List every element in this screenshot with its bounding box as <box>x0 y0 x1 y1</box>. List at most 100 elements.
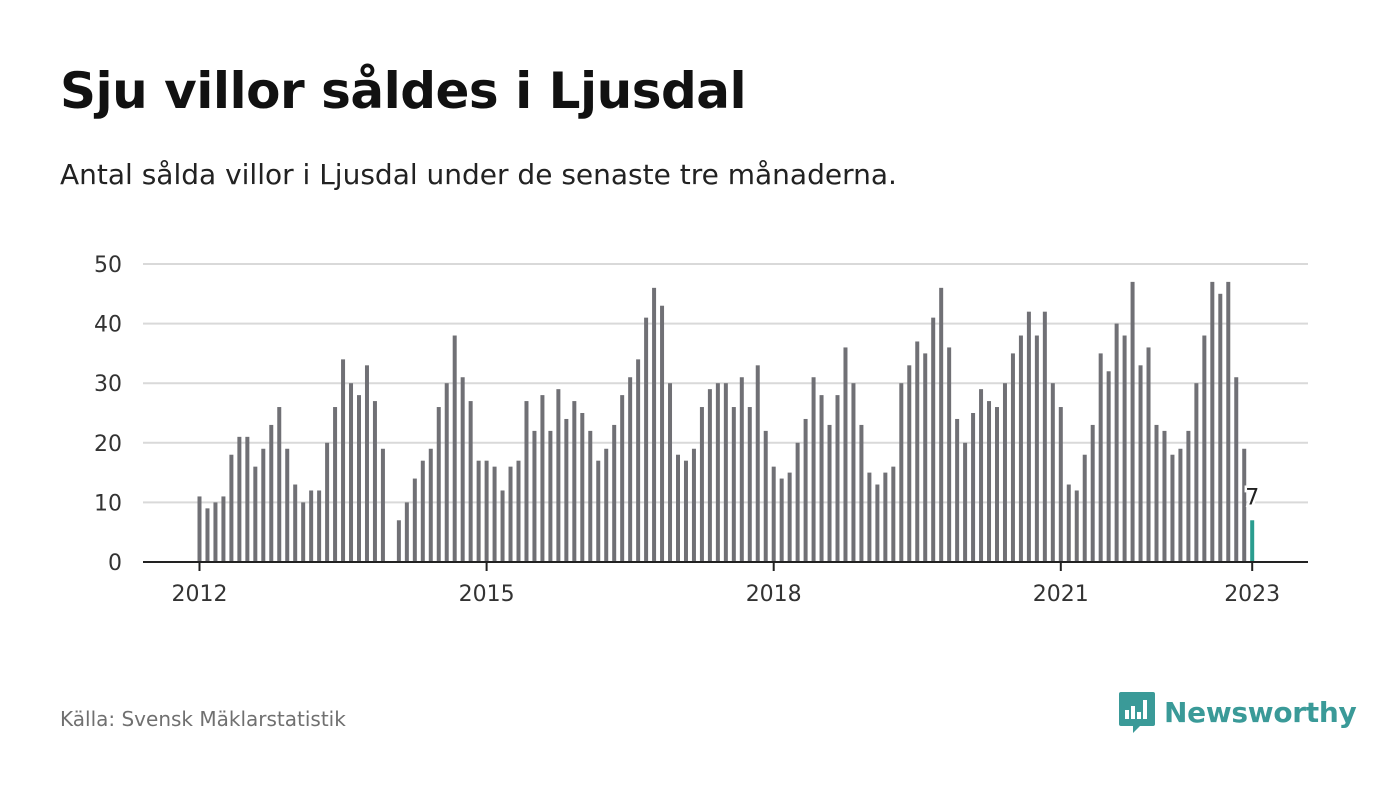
bar <box>1002 383 1007 562</box>
bar <box>221 496 226 562</box>
bar <box>364 365 369 562</box>
y-tick-label: 50 <box>94 253 122 278</box>
bar <box>731 407 736 562</box>
bar <box>875 484 880 562</box>
bar <box>532 430 537 562</box>
bar <box>803 418 808 562</box>
bar <box>285 448 290 562</box>
bar <box>436 407 441 562</box>
bar <box>891 466 896 562</box>
bar <box>851 383 856 562</box>
bar <box>1010 353 1015 562</box>
bar <box>301 502 306 562</box>
bar <box>372 401 377 562</box>
bar <box>1018 335 1023 562</box>
bar <box>293 484 298 562</box>
bar <box>476 460 481 562</box>
x-tick-label: 2018 <box>746 582 802 607</box>
bar <box>636 359 641 562</box>
highlight-bar <box>1250 520 1255 562</box>
bar <box>197 496 202 562</box>
bar <box>317 490 322 562</box>
bar <box>1178 448 1183 562</box>
bar <box>811 377 816 562</box>
bar <box>987 401 992 562</box>
bar <box>1194 383 1199 562</box>
bar <box>1154 424 1159 562</box>
bar <box>652 287 657 562</box>
bar <box>755 365 760 562</box>
bar <box>1066 484 1071 562</box>
bar <box>333 407 338 562</box>
x-tick-label: 2015 <box>459 582 515 607</box>
bar <box>971 413 976 562</box>
bar <box>452 335 457 562</box>
bar <box>261 448 266 562</box>
bar <box>1122 335 1127 562</box>
bar <box>771 466 776 562</box>
bar <box>923 353 928 562</box>
bar <box>955 418 960 562</box>
bar <box>859 424 864 562</box>
bar <box>428 448 433 562</box>
bar <box>644 317 649 562</box>
bar <box>508 466 513 562</box>
bar <box>931 317 936 562</box>
bar <box>484 460 489 562</box>
bar <box>947 347 952 562</box>
bar <box>277 407 282 562</box>
bar <box>253 466 258 562</box>
bar <box>1098 353 1103 562</box>
bar <box>1210 281 1215 562</box>
bar <box>1162 430 1167 562</box>
bar <box>915 341 920 562</box>
bar <box>787 472 792 562</box>
bar <box>795 442 800 562</box>
bar <box>715 383 720 562</box>
bar <box>540 395 545 562</box>
bar <box>676 454 680 562</box>
bar <box>205 508 210 562</box>
bar <box>723 383 728 562</box>
bar <box>612 424 617 562</box>
bar <box>763 430 768 562</box>
bar <box>1090 424 1095 562</box>
bar <box>883 472 888 562</box>
bar <box>564 418 569 562</box>
bar <box>995 407 999 562</box>
bar <box>1026 311 1031 562</box>
x-tick-label: 2012 <box>172 582 228 607</box>
bar <box>500 490 505 562</box>
bar <box>1106 371 1111 562</box>
bar <box>357 395 361 562</box>
bar <box>604 448 609 562</box>
bar <box>628 377 633 562</box>
bar <box>309 490 314 562</box>
bar <box>245 436 250 562</box>
bar <box>1050 383 1055 562</box>
bar <box>213 502 218 562</box>
bar <box>404 502 409 562</box>
bar <box>1074 490 1079 562</box>
bar <box>660 305 665 562</box>
bar <box>412 478 417 562</box>
bar <box>1170 454 1175 562</box>
bar <box>699 407 704 562</box>
bar <box>588 430 593 562</box>
brand-logo[interactable]: Newsworthy <box>1118 690 1357 734</box>
bar <box>516 460 521 562</box>
bar <box>1146 347 1151 562</box>
bar <box>349 383 354 562</box>
bar <box>683 460 688 562</box>
bar <box>939 287 944 562</box>
bar <box>380 448 385 562</box>
bar <box>229 454 234 562</box>
chart-subtitle: Antal sålda villor i Ljusdal under de se… <box>60 158 897 191</box>
bar <box>691 448 696 562</box>
bar <box>325 442 330 562</box>
bar <box>1058 407 1063 562</box>
bar <box>572 401 577 562</box>
bar <box>907 365 912 562</box>
bar <box>492 466 497 562</box>
bar <box>707 389 712 562</box>
